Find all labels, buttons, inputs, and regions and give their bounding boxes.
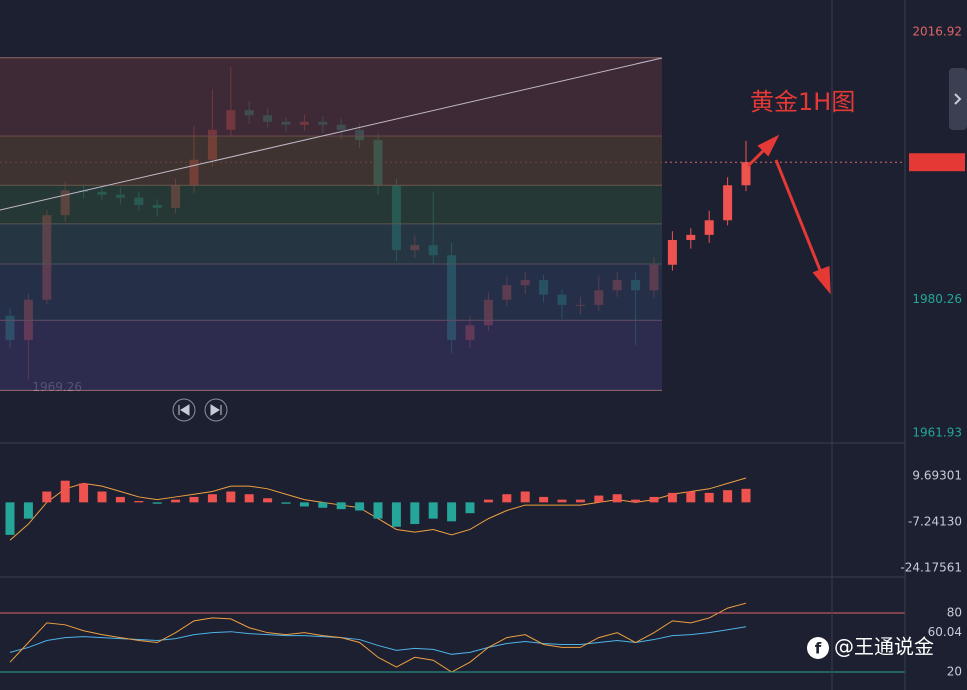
macd-bar	[741, 488, 751, 503]
trend-line	[0, 57, 663, 211]
watermark-text: @王通说金	[834, 635, 934, 659]
fib-band	[0, 57, 662, 137]
macd-bar	[520, 491, 530, 503]
macd-bar	[391, 502, 401, 527]
y-tick-label: -7.24130	[908, 514, 962, 528]
macd-bar	[539, 496, 549, 503]
rsi-last-label: 60.04	[928, 625, 962, 639]
macd-bar	[483, 499, 493, 503]
macd-bar	[502, 494, 512, 503]
side-toggle-icon	[954, 93, 962, 105]
macd-bar	[281, 502, 291, 504]
macd-bar	[189, 496, 199, 503]
macd-bar	[355, 502, 365, 511]
fib-band	[0, 136, 662, 186]
fib-band	[0, 223, 662, 265]
annotation: 黄金1H图	[750, 88, 855, 116]
rsi-line	[9, 602, 747, 673]
macd-bar	[5, 502, 15, 535]
macd-bar	[704, 492, 714, 503]
macd-bar	[97, 491, 107, 503]
macd-bar	[631, 499, 641, 503]
macd-bar	[79, 483, 89, 503]
fib-band	[0, 264, 662, 321]
y-tick-label: 2016.92	[912, 24, 962, 38]
y-tick-label: 80	[947, 606, 962, 620]
rsi-line	[9, 626, 747, 655]
y-tick-label: 1980.26	[912, 292, 962, 306]
macd-bar	[686, 491, 696, 503]
macd-bar	[594, 495, 604, 503]
macd-bar	[410, 502, 420, 525]
macd-bar	[723, 490, 733, 503]
macd-bar	[115, 496, 125, 503]
macd-bar	[171, 499, 181, 503]
macd-bar	[207, 494, 217, 503]
macd-bar	[23, 502, 33, 519]
macd-bar	[649, 496, 659, 503]
side-toggle[interactable]	[949, 68, 967, 130]
y-tick-label: 9.69301	[912, 469, 962, 483]
macd-bar	[263, 498, 273, 503]
macd-bar	[447, 502, 457, 522]
macd-bar	[60, 480, 70, 503]
macd-bar	[299, 502, 309, 507]
macd-bar	[42, 491, 52, 503]
y-tick-label: -24.17561	[900, 560, 962, 574]
watermark: f @王通说金	[807, 635, 934, 659]
macd-bar	[428, 502, 438, 519]
macd-bar	[575, 499, 585, 503]
macd-bar	[465, 502, 475, 514]
macd-bar	[134, 501, 144, 503]
macd-bar	[373, 502, 383, 519]
macd-bar	[318, 502, 328, 508]
playback-buttons[interactable]	[172, 398, 228, 422]
fib-band	[0, 320, 662, 391]
macd-bar	[612, 494, 622, 503]
y-tick-label: 1961.93	[912, 426, 962, 440]
svg-text:f: f	[815, 640, 822, 658]
macd-bar	[152, 502, 162, 504]
macd-bar	[244, 494, 254, 503]
macd-bar	[226, 491, 236, 503]
y-tick-label: 20	[947, 665, 962, 679]
macd-bar	[557, 499, 567, 503]
macd-bar	[336, 502, 346, 510]
last-price-box	[909, 153, 965, 172]
arrows	[746, 134, 831, 295]
macd-bar	[667, 492, 677, 503]
fib-band	[0, 185, 662, 224]
